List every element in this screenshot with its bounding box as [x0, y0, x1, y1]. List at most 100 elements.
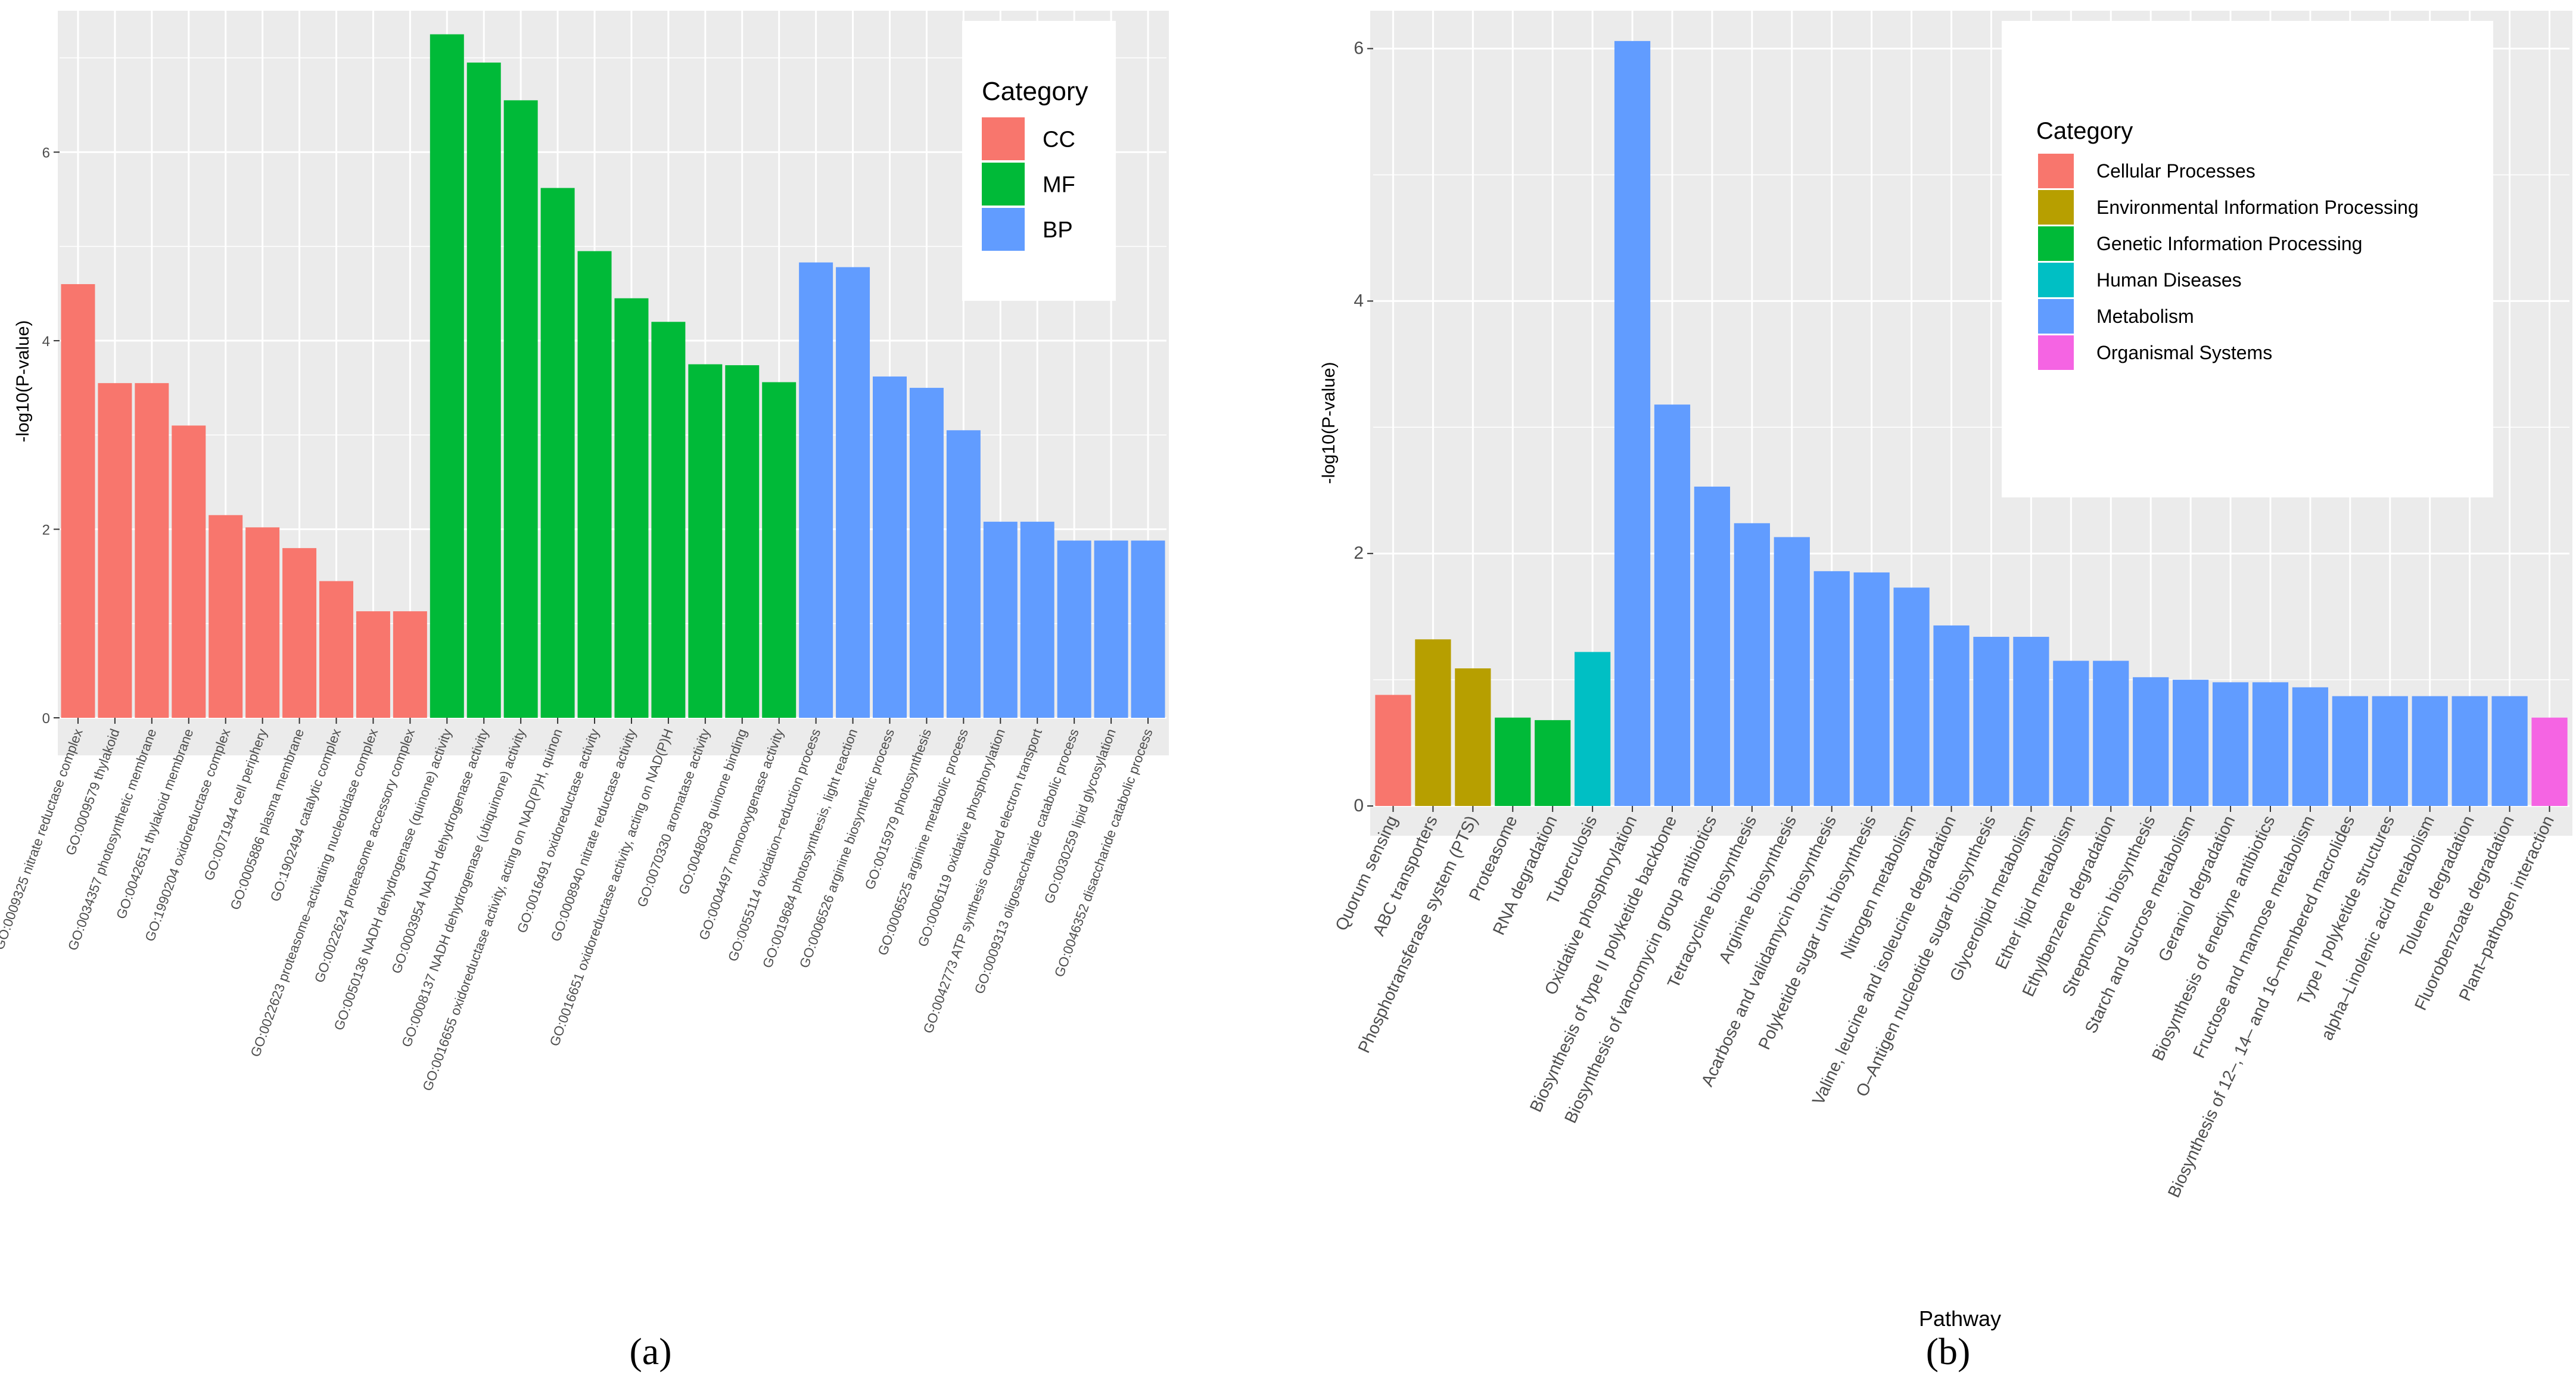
bar-27 [1020, 521, 1054, 718]
bar-16 [614, 298, 649, 718]
panel-a-y-ticks: 0 2 4 6 [42, 145, 60, 727]
bar-20 [2133, 677, 2169, 806]
bar-30 [2531, 717, 2568, 806]
bar-8 [1654, 404, 1691, 806]
y-tick-label: 2 [1354, 543, 1364, 563]
bar-28 [2451, 696, 2488, 806]
bar-9 [1694, 486, 1731, 806]
bar-21 [2173, 680, 2209, 806]
bar-5 [1535, 720, 1571, 806]
bar-12 [1813, 571, 1850, 806]
panel-a-legend-items: CC MF BP [982, 117, 1075, 251]
bar-18 [2053, 661, 2089, 806]
bar-11 [1774, 537, 1810, 806]
bar-6 [1575, 652, 1611, 806]
bar-18 [688, 364, 723, 718]
panel-b-y-ticks: 0 2 4 6 [1354, 39, 1373, 815]
panel-a-y-axis-title: -log10(P-value) [13, 320, 33, 442]
bar-20 [762, 382, 797, 718]
panel-a-legend-title: Category [982, 77, 1088, 106]
bar-24 [909, 388, 944, 718]
bar-22 [2212, 682, 2249, 806]
bar-25 [2332, 696, 2368, 806]
bar-17 [2013, 637, 2049, 806]
bar-23 [2252, 682, 2289, 806]
bar-24 [2292, 687, 2329, 806]
y-tick-label: 4 [42, 334, 50, 350]
legend-label: Organismal Systems [2096, 342, 2272, 363]
legend-label: MF [1043, 172, 1075, 197]
legend-swatch [2038, 263, 2074, 297]
panel-b-bars [1375, 41, 2568, 806]
bar-22 [836, 267, 870, 718]
y-tick-label: 0 [1354, 796, 1364, 815]
legend-swatch [982, 117, 1025, 160]
legend-label: Cellular Processes [2096, 160, 2255, 182]
legend-swatch [982, 163, 1025, 206]
y-tick-label: 4 [1354, 291, 1364, 310]
bar-3 [135, 383, 169, 718]
legend-swatch [2038, 154, 2074, 188]
y-tick-label: 6 [1354, 39, 1364, 58]
panel-b-legend-items: Cellular Processes Environmental Informat… [2038, 154, 2419, 370]
panel-a-label: (a) [629, 1330, 671, 1372]
legend-label: Human Diseases [2096, 269, 2242, 291]
bar-28 [1057, 540, 1091, 718]
bar-7 [1614, 41, 1651, 806]
bar-13 [503, 100, 538, 718]
legend-label: Environmental Information Processing [2096, 197, 2419, 218]
x-tick-label: Biosynthesis of 12–, 14– and 16–membered… [2164, 813, 2359, 1200]
y-tick-label: 0 [42, 711, 50, 727]
bar-10 [1734, 523, 1770, 806]
bar-3 [1455, 668, 1491, 806]
bar-14 [1893, 587, 1930, 806]
legend-label: BP [1043, 217, 1073, 242]
panel-a-legend: Category CC MF BP [962, 21, 1116, 301]
y-tick-label: 2 [42, 522, 50, 538]
panel-b-x-axis-title: Pathway [1919, 1306, 2001, 1331]
bar-27 [2412, 696, 2448, 806]
bar-19 [2093, 661, 2129, 806]
bar-8 [319, 581, 353, 718]
bar-15 [1933, 625, 1970, 806]
legend-swatch [2038, 335, 2074, 370]
bar-11 [430, 34, 464, 718]
bar-12 [466, 63, 501, 718]
bar-29 [1094, 540, 1128, 718]
bar-2 [98, 383, 132, 718]
legend-swatch [2038, 226, 2074, 261]
legend-swatch [2038, 190, 2074, 225]
bar-29 [2491, 696, 2528, 806]
bar-13 [1853, 572, 1890, 806]
bar-16 [1973, 637, 2009, 806]
bar-14 [540, 188, 575, 718]
bar-4 [1495, 717, 1531, 806]
bar-1 [1375, 695, 1411, 806]
panel-b-legend: Category Cellular Processes Environmental… [2002, 21, 2493, 497]
bar-26 [2372, 696, 2408, 806]
panel-a-bars [61, 34, 1165, 718]
legend-swatch [982, 208, 1025, 251]
legend-swatch [2038, 299, 2074, 334]
panel-a-x-ticks: GO:0009325 nitrate reductase complexGO:0… [0, 718, 1156, 1093]
bar-19 [725, 365, 760, 718]
legend-label: Metabolism [2096, 306, 2194, 327]
bar-21 [799, 262, 833, 718]
bar-10 [393, 611, 427, 718]
bar-30 [1131, 540, 1165, 718]
legend-label: Genetic Information Processing [2096, 233, 2362, 254]
legend-label: CC [1043, 127, 1075, 152]
bar-6 [245, 527, 280, 718]
x-tick-label: Biosynthesis of vancomycin group antibio… [1561, 813, 1721, 1126]
bar-9 [356, 611, 390, 718]
panel-b-legend-box [2002, 21, 2493, 497]
bar-17 [651, 322, 686, 718]
x-tick-label: GO:0016655 oxidoreductase activity, acti… [420, 727, 565, 1093]
panel-b-legend-title: Category [2036, 118, 2133, 144]
bar-23 [873, 376, 907, 718]
y-tick-label: 6 [42, 145, 50, 161]
bar-7 [282, 548, 317, 718]
